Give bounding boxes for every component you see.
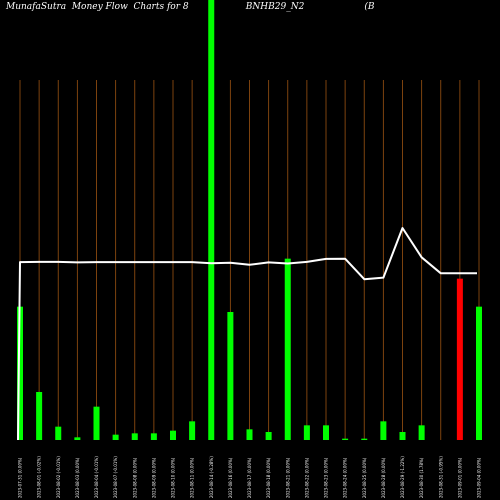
money-flow-bar <box>93 406 100 440</box>
money-flow-bar <box>36 392 43 440</box>
x-tick-label: 2023-09-01 (0.00%) <box>457 457 462 498</box>
x-tick-label: 2023-08-30 (1.78%) <box>419 457 424 498</box>
x-tick-label: 2023-08-11 (0.00%) <box>190 457 195 498</box>
money-flow-bar <box>418 425 425 440</box>
x-tick-label: 2023-08-16 (0.00%) <box>228 457 233 498</box>
x-tick-label: 2023-07-31 (0.00%) <box>18 457 23 498</box>
x-tick-label: 2023-08-18 (0.00%) <box>266 457 271 498</box>
x-tick-label: 2023-08-01 (-0.02%) <box>37 456 42 498</box>
x-tick-label: 2023-08-23 (0.00%) <box>324 457 329 498</box>
money-flow-bar <box>342 438 349 440</box>
x-tick-label: 2023-08-08 (0.00%) <box>132 457 137 498</box>
x-tick-label: 2023-08-21 (0.00%) <box>285 457 290 498</box>
x-tick-label: 2023-08-02 (-0.01%) <box>56 456 61 498</box>
money-flow-bar <box>150 433 157 440</box>
x-tick-label: 2023-08-14 (-0.28%) <box>209 456 214 498</box>
money-flow-bar <box>323 425 329 440</box>
money-flow-bar <box>265 432 272 440</box>
money-flow-bar <box>74 437 81 440</box>
money-flow-bar <box>131 433 138 440</box>
price-line <box>17 227 477 441</box>
x-tick-label: 2023-08-25 (0.00%) <box>362 457 367 498</box>
x-tick-label: 2023-08-07 (-0.01%) <box>113 456 118 498</box>
money-flow-bar <box>227 312 234 440</box>
money-flow-bar <box>380 421 387 440</box>
x-tick-label: 2023-08-29 (-1.22%) <box>400 456 405 498</box>
money-flow-bar <box>208 0 215 440</box>
x-tick-label: 2023-08-22 (0.00%) <box>304 457 309 498</box>
money-flow-bar <box>476 306 482 440</box>
x-tick-label: 2023-08-03 (0.00%) <box>75 457 80 498</box>
x-tick-label: 2023-08-04 (-0.01%) <box>94 456 99 498</box>
x-tick-label: 2023-09-04 (0.00%) <box>477 457 482 498</box>
money-flow-bar <box>55 426 62 440</box>
money-flow-bar <box>17 306 23 440</box>
chart-title: MunafaSutra Money Flow Charts for 8 BNHB… <box>6 2 375 12</box>
x-tick-label: 2023-08-31 (-0.95%) <box>438 456 443 498</box>
x-tick-label: 2023-08-09 (0.00%) <box>151 457 156 498</box>
money-flow-bar <box>246 429 253 440</box>
money-flow-bar-highlight <box>456 278 463 440</box>
money-flow-bar <box>361 438 368 440</box>
money-flow-bar <box>112 434 119 440</box>
x-tick-label: 2023-08-24 (0.00%) <box>343 457 348 498</box>
money-flow-bar <box>284 258 291 440</box>
money-flow-bar <box>189 421 196 440</box>
x-tick-label: 2023-08-10 (0.00%) <box>171 457 176 498</box>
money-flow-bar <box>170 430 176 440</box>
x-tick-label: 2023-08-17 (0.00%) <box>247 457 252 498</box>
money-flow-bar <box>303 425 310 440</box>
x-tick-label: 2023-08-28 (0.00%) <box>381 457 386 498</box>
money-flow-bar <box>399 432 406 440</box>
